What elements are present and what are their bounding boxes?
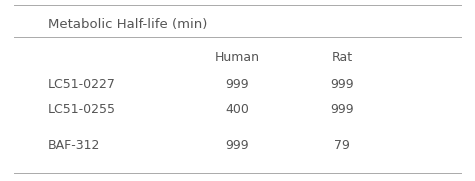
Text: Rat: Rat	[332, 50, 352, 64]
Text: 999: 999	[330, 78, 354, 91]
Text: 999: 999	[226, 78, 249, 91]
Text: 999: 999	[226, 139, 249, 152]
Text: LC51-0227: LC51-0227	[48, 78, 115, 91]
Text: BAF-312: BAF-312	[48, 139, 100, 152]
Text: Metabolic Half-life (min): Metabolic Half-life (min)	[48, 18, 207, 31]
Text: Human: Human	[215, 50, 260, 64]
Text: 400: 400	[226, 103, 249, 116]
Text: 999: 999	[330, 103, 354, 116]
Text: LC51-0255: LC51-0255	[48, 103, 115, 116]
Text: 79: 79	[334, 139, 350, 152]
